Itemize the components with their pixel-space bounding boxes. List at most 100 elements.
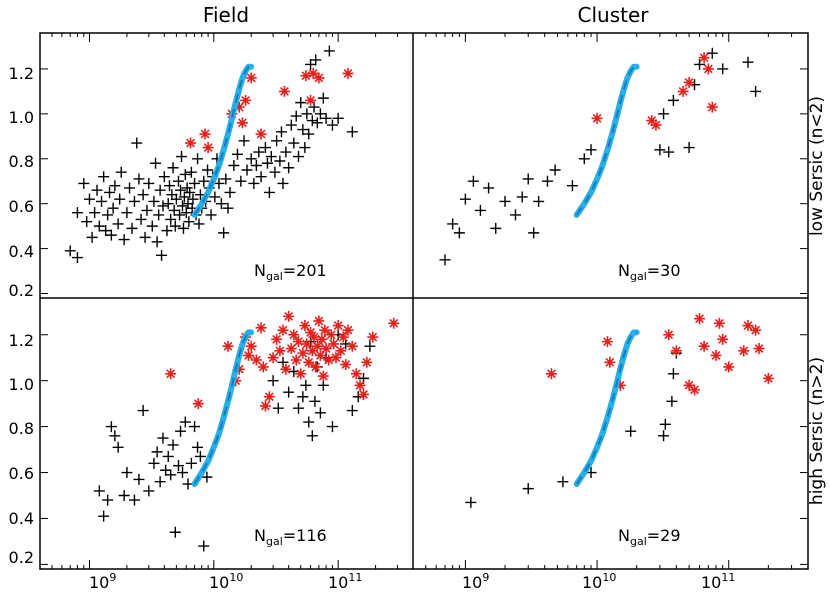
plus-marker [706,47,718,59]
star-marker [350,368,362,380]
plus-marker [220,173,232,185]
plus-marker [154,476,166,488]
star-marker [283,310,295,322]
star-marker [233,363,245,375]
plus-marker [163,180,175,192]
plus-marker [158,171,170,183]
star-marker [337,331,349,343]
star-marker [683,76,695,88]
plus-marker [326,421,338,433]
star-marker [545,368,557,380]
plus-marker [105,229,117,241]
plus-marker [218,227,230,239]
star-marker [301,338,313,350]
plus-marker [128,494,140,506]
panel-cluster-high [412,313,809,569]
plus-marker [194,450,206,462]
row-label-high-sersic: high Sersic (n>2) [807,357,827,505]
y-tick-label-top-5: 1.2 [9,64,34,83]
plus-marker [114,193,126,205]
plus-marker [187,193,199,205]
plus-marker [126,222,138,234]
relation-curve-dashed [193,65,252,216]
plus-marker [499,195,511,207]
plus-marker [265,151,277,163]
plus-marker [96,195,108,207]
plus-marker [295,97,307,109]
star-marker [255,322,267,334]
star-marker [340,359,352,371]
plus-marker [175,425,187,437]
plus-marker [180,207,192,219]
star-marker [342,324,354,336]
star-marker [280,363,292,375]
y-tick-label-bottom-0: 0.2 [9,548,34,567]
star-marker [325,329,337,341]
y-tick-label-top-4: 1.0 [9,108,34,127]
plus-marker [306,115,318,127]
plus-marker [250,160,262,171]
plus-marker [118,234,130,246]
plus-marker [474,204,486,216]
plus-marker [277,177,289,189]
plus-marker [209,191,221,203]
plus-marker [253,146,265,158]
relation-curve [573,63,640,218]
plus-marker [293,151,305,163]
plus-marker [185,457,197,469]
plus-marker [541,175,553,187]
plus-marker [177,222,189,234]
star-marker [192,398,204,410]
plus-marker [465,496,477,508]
plus-marker [310,54,322,66]
plus-marker [166,189,178,201]
plus-marker [83,193,95,205]
star-marker [753,343,765,355]
plus-marker [467,175,479,187]
plus-marker [105,421,117,433]
plus-marker [490,222,502,234]
plus-marker [148,195,160,207]
star-marker [358,388,370,400]
plus-marker [667,368,679,380]
star-marker [723,361,735,373]
star-marker [297,347,309,359]
star-marker [295,368,307,380]
plus-marker [109,430,121,442]
plus-marker [109,180,121,192]
plus-marker [300,379,312,391]
plus-marker [483,182,495,194]
plus-marker [100,225,112,237]
plus-marker [151,236,163,248]
star-marker [278,85,290,97]
star-marker [361,356,373,368]
plus-marker [169,526,181,538]
relation-curve [191,329,255,487]
plus-marker [311,117,323,129]
plus-marker [213,177,225,189]
plus-marker [121,467,133,479]
star-marker [242,349,254,361]
plus-marker [162,450,174,462]
x-tick-label-cluster-1e9: 109 [462,571,489,592]
plus-marker [170,193,182,205]
plus-marker [143,177,155,189]
plus-marker [285,119,297,131]
y-tick-label-bottom-5: 1.2 [9,331,34,350]
plus-marker [64,245,76,257]
plus-marker [528,227,540,239]
star-marker [698,340,710,352]
plus-marker [667,94,679,106]
star-marker [202,142,214,154]
star-marker [738,345,750,357]
y-tick-label-bottom-1: 0.4 [9,509,34,528]
star-marker [288,329,300,341]
star-marker [267,352,279,364]
plus-marker [267,375,279,387]
plus-marker [189,177,201,189]
plus-marker [192,441,204,453]
star-marker [257,361,269,373]
plus-marker [293,402,305,414]
plus-marker [320,112,332,124]
star-marker [706,101,718,113]
